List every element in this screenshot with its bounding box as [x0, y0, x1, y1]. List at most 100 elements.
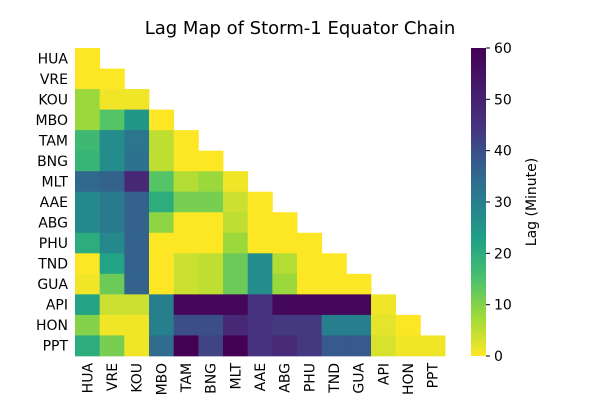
y-tick-label: BNG — [37, 154, 68, 170]
heatmap-cell — [272, 294, 298, 316]
heatmap-cell — [173, 232, 199, 254]
heatmap-cell — [297, 314, 323, 336]
x-tick-label: GUA — [352, 363, 368, 394]
heatmap-cell — [223, 314, 249, 336]
heatmap-cell — [272, 335, 298, 357]
heatmap-cell — [149, 191, 175, 213]
x-tick-label: TAM — [179, 363, 195, 393]
heatmap-cell — [173, 294, 199, 316]
heatmap-cell — [321, 314, 347, 336]
heatmap-cell — [99, 191, 125, 213]
colorbar-label: Lag (Minute) — [524, 158, 540, 246]
heatmap-cell — [149, 273, 175, 295]
heatmap-cell — [223, 273, 249, 295]
y-tick-label: MBO — [36, 113, 68, 129]
x-tick-label: BNG — [204, 363, 220, 394]
heatmap-cell — [173, 253, 199, 275]
heatmap-cell — [99, 212, 125, 234]
heatmap-cell — [247, 273, 273, 295]
heatmap-cell — [99, 273, 125, 295]
y-tick-label: ABG — [38, 216, 68, 232]
heatmap-cell — [99, 150, 125, 172]
x-tick-label: HUA — [80, 363, 96, 394]
x-tick-label: PHU — [302, 363, 318, 392]
heatmap-cell — [198, 273, 224, 295]
heatmap-cell — [124, 294, 150, 316]
heatmap-cell — [75, 191, 101, 213]
y-tick-label: HON — [36, 318, 68, 334]
heatmap-cell — [272, 212, 298, 234]
heatmap-cell — [99, 130, 125, 152]
y-tick-label: KOU — [38, 92, 68, 108]
heatmap-cell — [223, 212, 249, 234]
heatmap-cell — [99, 253, 125, 275]
colorbar-tick-label: 40 — [494, 144, 512, 160]
heatmap-cell — [297, 232, 323, 254]
heatmap-cell — [75, 232, 101, 254]
colorbar-tick-label: 0 — [494, 349, 503, 365]
y-tick-label: PPT — [43, 339, 69, 355]
x-tick-label: ABG — [278, 363, 294, 393]
heatmap-cell — [395, 335, 421, 357]
heatmap-cell — [346, 273, 372, 295]
heatmap-cell — [272, 273, 298, 295]
heatmap-cell — [149, 294, 175, 316]
heatmap-cell — [149, 253, 175, 275]
colorbar-tick-label: 10 — [494, 298, 512, 314]
heatmap-cell — [124, 150, 150, 172]
heatmap-cell — [149, 109, 175, 131]
colorbar-tick-label: 30 — [494, 195, 512, 211]
y-tick-label: AAE — [40, 195, 68, 211]
heatmap-cell — [198, 294, 224, 316]
heatmap-cell — [198, 212, 224, 234]
x-tick-label: PPT — [426, 363, 442, 389]
heatmap-cell — [75, 273, 101, 295]
heatmap-cell — [272, 232, 298, 254]
heatmap-cell — [149, 212, 175, 234]
heatmap-cell — [173, 191, 199, 213]
heatmap-cell — [75, 314, 101, 336]
heatmap-cell — [223, 294, 249, 316]
y-tick-label: VRE — [40, 72, 68, 88]
heatmap-cell — [173, 130, 199, 152]
heatmap-cells — [75, 48, 446, 357]
heatmap-cell — [321, 273, 347, 295]
heatmap-cell — [75, 68, 101, 90]
heatmap-cell — [75, 212, 101, 234]
heatmap-cell — [124, 109, 150, 131]
heatmap-cell — [149, 314, 175, 336]
heatmap-cell — [272, 314, 298, 336]
x-tick-label: TND — [327, 363, 343, 394]
heatmap-cell — [149, 232, 175, 254]
heatmap-cell — [321, 335, 347, 357]
colorbar-tick-label: 50 — [494, 92, 512, 108]
heatmap-cell — [173, 335, 199, 357]
heatmap-cell — [371, 314, 397, 336]
heatmap-cell — [198, 171, 224, 193]
heatmap-cell — [297, 335, 323, 357]
heatmap-cell — [75, 171, 101, 193]
heatmap-cell — [75, 150, 101, 172]
heatmap-cell — [99, 89, 125, 110]
heatmap-cell — [247, 253, 273, 275]
heatmap-cell — [149, 150, 175, 172]
x-tick-labels: HUA VRE KOU MBO TAM BNG MLT AAE ABG PHU TND GUA API H… — [80, 363, 441, 396]
heatmap-cell — [124, 314, 150, 336]
heatmap-cell — [173, 171, 199, 193]
heatmap-cell — [272, 253, 298, 275]
heatmap-cell — [223, 191, 249, 213]
heatmap-cell — [346, 335, 372, 357]
heatmap-cell — [223, 171, 249, 193]
heatmap-cell — [198, 232, 224, 254]
y-tick-label: TND — [37, 257, 68, 273]
heatmap-cell — [223, 335, 249, 357]
heatmap-cell — [223, 232, 249, 254]
heatmap-cell — [124, 171, 150, 193]
heatmap-cell — [173, 314, 199, 336]
heatmap-cell — [99, 314, 125, 336]
heatmap-cell — [99, 335, 125, 357]
x-tick-label: MLT — [228, 363, 244, 390]
colorbar-ticks: 0 10 20 30 40 50 60 — [486, 41, 512, 365]
heatmap-cell — [247, 314, 273, 336]
